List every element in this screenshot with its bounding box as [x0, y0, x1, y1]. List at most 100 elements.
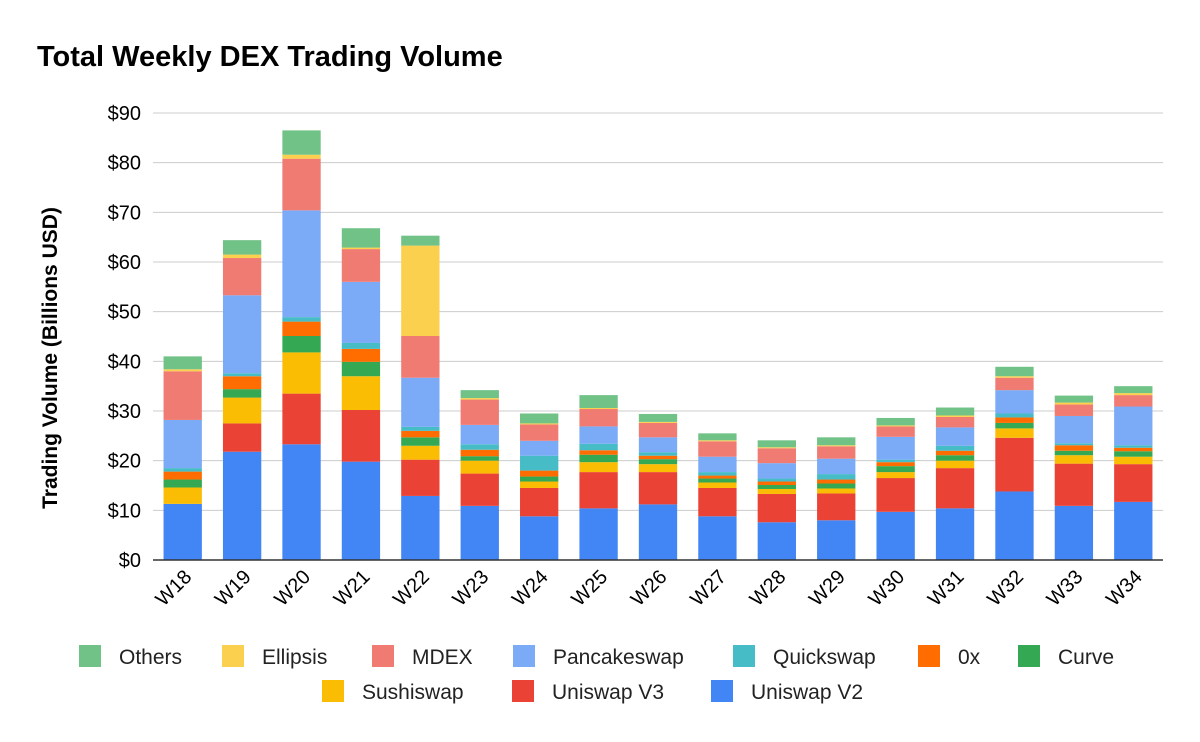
bar-segment — [935, 468, 975, 509]
bar-segment — [222, 240, 262, 255]
bar-segment — [163, 468, 202, 472]
bars — [163, 130, 1153, 560]
bar-segment — [935, 427, 975, 446]
bar-segment — [876, 462, 915, 467]
bar-segment — [579, 426, 618, 444]
bar-segment — [995, 428, 1034, 438]
bar-segment — [1114, 451, 1153, 457]
bar-segment — [401, 437, 440, 446]
bar-segment — [222, 258, 262, 296]
bar-segment — [1054, 445, 1094, 451]
legend-item: 0x — [918, 645, 981, 669]
bar-segment — [520, 516, 559, 560]
legend-item: MDEX — [372, 645, 473, 669]
bar-segment — [341, 281, 381, 343]
gridlines — [153, 112, 1163, 511]
bar-segment — [757, 493, 796, 523]
legend-item: Sushiswap — [322, 680, 464, 704]
bar-segment — [995, 376, 1034, 378]
legend-item: Uniswap V3 — [512, 680, 664, 704]
bar-segment — [757, 440, 796, 448]
legend-item: Others — [79, 645, 182, 669]
bar-segment — [222, 376, 262, 390]
x-tick-label: W26 — [627, 566, 672, 611]
x-tick-label: W25 — [567, 566, 612, 611]
bar-segment — [757, 481, 796, 486]
bar-segment — [579, 395, 618, 409]
bar-segment — [638, 472, 678, 505]
bar-segment — [757, 463, 796, 479]
bar-segment — [1054, 505, 1094, 560]
bar-segment — [460, 398, 499, 400]
x-tick-label: W27 — [686, 566, 731, 611]
bar-segment — [401, 377, 440, 427]
bar-segment — [341, 228, 381, 248]
bar-segment — [876, 511, 915, 560]
bar-segment — [698, 475, 737, 479]
x-tick-label: W24 — [508, 566, 553, 611]
bar-segment — [638, 459, 678, 465]
bar-segment — [817, 483, 856, 489]
x-tick-label: W30 — [865, 566, 910, 611]
x-tick-label: W23 — [449, 566, 494, 611]
bar-segment — [579, 443, 618, 451]
bar-segment — [163, 419, 202, 469]
bar-segment — [460, 424, 499, 445]
bar-segment — [579, 508, 618, 560]
bar-segment — [163, 369, 202, 372]
bar-segment — [341, 348, 381, 362]
legend-item: Quickswap — [733, 645, 876, 669]
bar-segment — [935, 450, 975, 456]
bar-segment — [817, 437, 856, 446]
bar-segment — [757, 448, 796, 464]
bar-segment — [995, 437, 1034, 492]
y-tick-label: $90 — [108, 103, 141, 125]
bar-segment — [341, 376, 381, 411]
x-tick-label: W33 — [1043, 566, 1088, 611]
bar-segment — [876, 466, 915, 473]
bar-segment — [460, 449, 499, 457]
bar-segment — [460, 390, 499, 399]
bar-segment — [222, 373, 262, 377]
legend-swatch — [222, 645, 244, 667]
bar-segment — [460, 473, 499, 506]
bar-segment — [520, 476, 559, 482]
bar-segment — [757, 488, 796, 494]
bar-segment — [460, 460, 499, 474]
bar-segment — [579, 408, 618, 410]
bar-segment — [995, 417, 1034, 423]
bar-segment — [282, 336, 321, 353]
bar-segment — [520, 440, 559, 456]
bar-segment — [401, 245, 440, 337]
bar-segment — [698, 472, 737, 476]
x-tick-label: W21 — [330, 566, 375, 611]
bar-segment — [520, 424, 559, 441]
bar-segment — [401, 430, 440, 438]
bar-segment — [698, 456, 737, 473]
legend-label: Uniswap V3 — [552, 681, 664, 704]
legend-item: Curve — [1018, 645, 1114, 669]
bar-segment — [1114, 445, 1153, 448]
bar-segment — [282, 130, 321, 155]
bar-segment — [579, 450, 618, 455]
bar-segment — [638, 452, 678, 456]
bar-segment — [935, 407, 975, 416]
legend-label: Ellipsis — [262, 646, 327, 669]
bar-segment — [1114, 464, 1153, 502]
bar-segment — [282, 352, 321, 394]
legend-item: Pancakeswap — [513, 645, 684, 669]
bar-segment — [698, 433, 737, 441]
bar-segment — [282, 444, 321, 560]
y-axis-label: Trading Volume (Billions USD) — [39, 207, 62, 509]
x-tick-label: W32 — [983, 566, 1028, 611]
bar-segment — [995, 377, 1034, 391]
bar-segment — [876, 436, 915, 460]
bar-segment — [460, 444, 499, 450]
bar-segment — [757, 522, 796, 560]
y-tick-label: $10 — [108, 500, 141, 522]
bar-segment — [638, 421, 678, 423]
bar-segment — [282, 321, 321, 337]
x-tick-label: W20 — [270, 566, 315, 611]
bar-segment — [163, 503, 202, 560]
